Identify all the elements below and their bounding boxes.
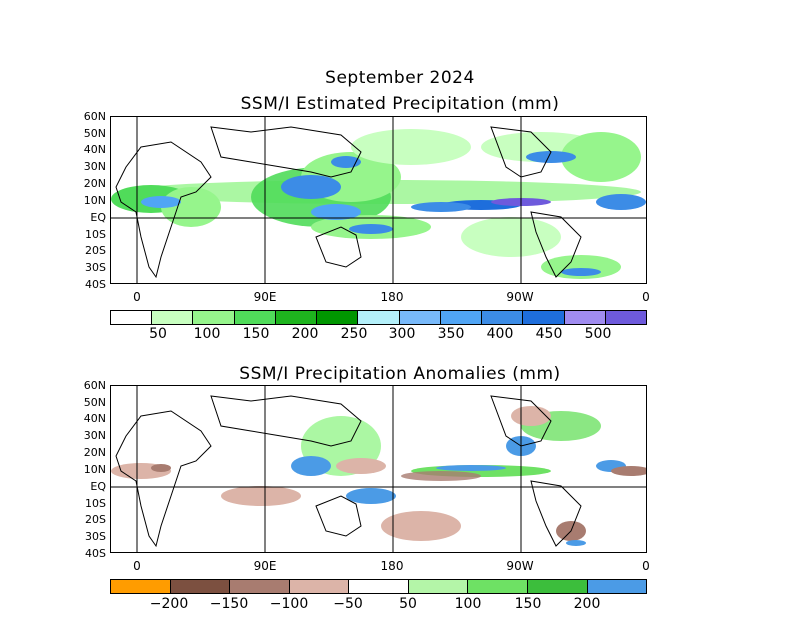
- lat-label: 50N: [83, 127, 106, 140]
- colorbar-label: −100: [269, 596, 309, 612]
- lat-label: 40S: [85, 278, 106, 291]
- grid-lines: [111, 117, 646, 283]
- lat-label: 10N: [83, 463, 106, 476]
- anomaly-colorbar: [110, 579, 647, 594]
- colorbar-label: 400: [486, 326, 514, 342]
- lat-label: 20S: [85, 244, 106, 257]
- lon-label: 90W: [506, 559, 534, 573]
- lat-label: 30N: [83, 429, 106, 442]
- precip-blobs: [111, 129, 646, 279]
- lat-label: 20S: [85, 513, 106, 526]
- colorbar-label: 350: [437, 326, 465, 342]
- lat-label: 50N: [83, 396, 106, 409]
- colorbar-swatch: [399, 311, 441, 324]
- lat-label: 10S: [85, 497, 106, 510]
- lon-label: 180: [380, 559, 404, 573]
- lat-label: 60N: [83, 379, 106, 392]
- colorbar-label: 150: [242, 326, 270, 342]
- lat-label: 40N: [83, 412, 106, 425]
- panel1-title: SSM/I Estimated Precipitation (mm): [240, 94, 560, 114]
- colorbar-swatch: [482, 311, 524, 324]
- colorbar-swatch: [234, 311, 276, 324]
- lat-label: 60N: [83, 110, 106, 123]
- lat-label: 40N: [83, 143, 106, 156]
- colorbar-label: 100: [193, 326, 221, 342]
- colorbar-label: 200: [573, 596, 601, 612]
- colorbar-swatch: [193, 311, 235, 324]
- colorbar-label: 100: [454, 596, 482, 612]
- colorbar-swatch: [605, 311, 647, 324]
- lat-label: 30N: [83, 160, 106, 173]
- colorbar-swatch: [275, 311, 318, 324]
- colorbar-swatch: [289, 580, 350, 593]
- lat-label: 20N: [83, 177, 106, 190]
- lat-label: 10S: [85, 228, 106, 241]
- lon-label: 0: [133, 559, 141, 573]
- lat-label: 10N: [83, 194, 106, 207]
- colorbar-swatch: [170, 580, 231, 593]
- lat-label: EQ: [90, 480, 106, 493]
- colorbar-label: 50: [399, 596, 417, 612]
- lon-label: 90E: [253, 559, 277, 573]
- colorbar-label: 150: [514, 596, 542, 612]
- colorbar-swatch: [111, 580, 171, 593]
- colorbar-swatch: [564, 311, 606, 324]
- lat-label: 30S: [85, 261, 106, 274]
- anomaly-blobs: [111, 406, 646, 546]
- colorbar-label: −200: [149, 596, 189, 612]
- lat-label: 20N: [83, 446, 106, 459]
- colorbar-label: 50: [149, 326, 167, 342]
- colorbar-label: 500: [584, 326, 612, 342]
- colorbar-label: −50: [333, 596, 363, 612]
- colorbar-label: −150: [209, 596, 249, 612]
- precip-colorbar: [110, 310, 647, 325]
- lon-label: 90W: [506, 290, 534, 304]
- lon-label: 0: [642, 290, 650, 304]
- grid-lines: [111, 386, 646, 552]
- lat-label: EQ: [90, 211, 106, 224]
- lon-label: 90E: [253, 290, 277, 304]
- colorbar-swatch: [587, 580, 647, 593]
- colorbar-swatch: [111, 311, 153, 324]
- lat-label: 30S: [85, 530, 106, 543]
- lon-label: 0: [642, 559, 650, 573]
- colorbar-swatch: [440, 311, 483, 324]
- coastlines: [115, 126, 582, 279]
- colorbar-swatch: [152, 311, 194, 324]
- colorbar-label: 450: [535, 326, 563, 342]
- colorbar-swatch: [358, 311, 400, 324]
- colorbar-label: 200: [291, 326, 319, 342]
- colorbar-swatch: [230, 580, 290, 593]
- colorbar-label: 250: [340, 326, 368, 342]
- lat-label: 40S: [85, 547, 106, 560]
- month-title: September 2024: [325, 68, 475, 88]
- colorbar-swatch: [317, 311, 359, 324]
- lon-label: 0: [133, 290, 141, 304]
- anomaly-map: [110, 385, 647, 553]
- colorbar-swatch: [527, 580, 588, 593]
- colorbar-swatch: [468, 580, 528, 593]
- colorbar-label: 300: [388, 326, 416, 342]
- colorbar-swatch: [523, 311, 565, 324]
- colorbar-swatch: [408, 580, 469, 593]
- colorbar-swatch: [349, 580, 409, 593]
- panel2-title: SSM/I Precipitation Anomalies (mm): [239, 364, 561, 384]
- precipitation-map: [110, 116, 647, 284]
- coastlines: [115, 395, 582, 548]
- lon-label: 180: [380, 290, 404, 304]
